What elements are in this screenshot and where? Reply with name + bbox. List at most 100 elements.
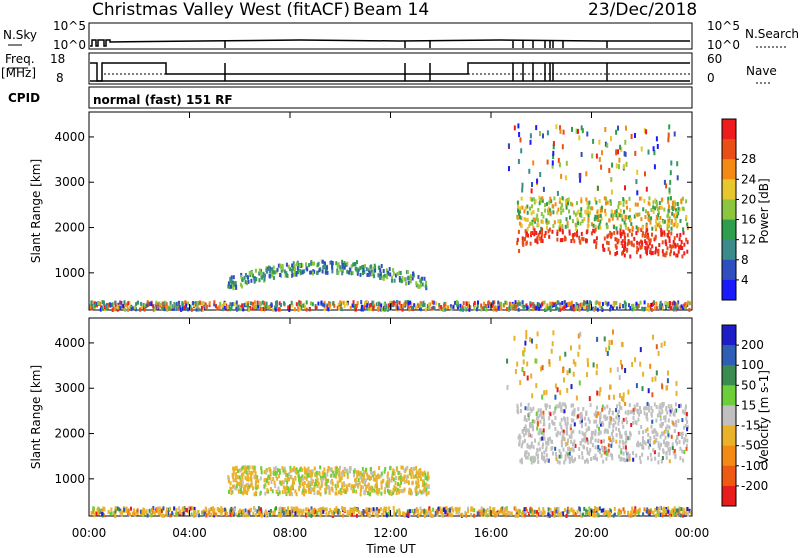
range-gate-cell: [578, 430, 581, 434]
range-gate-cell: [353, 473, 355, 478]
range-gate-cell: [129, 512, 131, 517]
range-gate-cell: [632, 243, 635, 248]
range-gate-cell: [552, 210, 555, 215]
range-gate-cell: [231, 302, 234, 307]
range-gate-cell: [310, 506, 313, 511]
range-gate-cell: [360, 307, 363, 312]
range-gate-cell: [417, 304, 419, 309]
range-gate-cell: [564, 457, 567, 462]
range-gate-cell: [606, 416, 609, 421]
range-gate-cell: [601, 407, 604, 412]
range-gate-cell: [397, 470, 400, 475]
range-gate-cell: [306, 473, 309, 478]
range-gate-cell: [557, 207, 560, 212]
range-gate-cell: [667, 370, 669, 376]
range-gate-cell: [375, 510, 378, 515]
range-gate-cell: [243, 275, 246, 280]
range-gate-cell: [372, 266, 375, 271]
range-gate-cell: [634, 407, 637, 412]
range-gate-cell: [336, 305, 339, 310]
range-gate-cell: [305, 468, 308, 473]
range-gate-cell: [669, 301, 671, 305]
range-gate-cell: [662, 220, 665, 225]
range-gate-cell: [90, 304, 93, 309]
range-gate-cell: [338, 472, 341, 477]
range-gate-cell: [574, 443, 577, 448]
range-gate-cell: [274, 466, 277, 471]
range-gate-cell: [370, 485, 373, 490]
range-gate-cell: [276, 300, 278, 305]
range-gate-cell: [261, 512, 264, 517]
range-gate-cell: [388, 480, 391, 485]
range-gate-cell: [525, 509, 528, 514]
range-gate-cell: [584, 300, 587, 305]
range-gate-cell: [578, 135, 581, 141]
range-gate-cell: [508, 166, 510, 172]
range-gate-cell: [486, 507, 489, 512]
range-gate-cell: [662, 511, 665, 516]
range-gate-cell: [594, 507, 597, 512]
range-gate-cell: [396, 467, 399, 472]
range-gate-cell: [608, 424, 611, 429]
range-gate-cell: [554, 406, 557, 411]
range-gate-cell: [433, 306, 436, 311]
range-gate-cell: [644, 246, 647, 250]
range-gate-cell: [406, 465, 409, 470]
range-gate-cell: [525, 231, 528, 236]
range-gate-cell: [606, 225, 609, 230]
range-gate-cell: [427, 485, 430, 489]
range-gate-cell: [153, 307, 156, 312]
range-gate-cell: [618, 164, 620, 170]
range-gate-cell: [386, 480, 389, 485]
range-gate-cell: [571, 508, 574, 513]
range-gate-cell: [336, 268, 339, 273]
range-gate-cell: [455, 300, 458, 305]
range-gate-cell: [396, 271, 399, 276]
range-gate-cell: [119, 305, 122, 310]
range-gate-cell: [532, 304, 535, 309]
range-gate-cell: [499, 301, 502, 306]
range-gate-cell: [673, 206, 676, 211]
range-gate-cell: [395, 476, 397, 481]
range-gate-cell: [659, 423, 662, 428]
range-gate-cell: [617, 125, 619, 131]
range-gate-cell: [556, 433, 559, 438]
range-gate-cell: [295, 262, 298, 267]
range-gate-cell: [649, 220, 652, 225]
range-gate-cell: [531, 221, 534, 226]
range-gate-cell: [652, 205, 655, 210]
range-gate-cell: [556, 237, 559, 242]
range-gate-cell: [653, 429, 656, 434]
range-gate-cell: [627, 436, 630, 441]
range-gate-cell: [232, 478, 235, 483]
range-gate-cell: [654, 456, 657, 461]
range-gate-cell: [684, 438, 687, 443]
range-gate-cell: [396, 509, 399, 514]
range-gate-cell: [202, 509, 205, 514]
range-gate-cell: [629, 217, 632, 222]
range-gate-cell: [674, 510, 677, 515]
range-gate-cell: [517, 307, 520, 312]
range-gate-cell: [339, 265, 342, 270]
range-gate-cell: [259, 490, 262, 495]
range-gate-cell: [362, 271, 364, 276]
range-gate-cell: [532, 210, 535, 214]
range-gate-cell: [633, 509, 636, 514]
range-gate-cell: [234, 474, 237, 479]
range-gate-cell: [616, 306, 618, 311]
range-gate-cell: [274, 305, 276, 310]
range-gate-cell: [678, 237, 681, 242]
range-gate-cell: [539, 131, 541, 136]
range-gate-cell: [178, 304, 181, 309]
range-gate-cell: [573, 439, 576, 444]
range-gate-cell: [515, 508, 518, 513]
range-gate-cell: [482, 508, 485, 513]
range-gate-cell: [584, 459, 586, 464]
range-gate-cell: [260, 470, 263, 475]
range-gate-cell: [666, 219, 669, 224]
range-gate-cell: [534, 358, 537, 364]
range-gate-cell: [378, 265, 381, 270]
nave-label: Nave: [746, 64, 777, 78]
range-gate-cell: [539, 230, 541, 235]
range-gate-cell: [663, 415, 665, 420]
